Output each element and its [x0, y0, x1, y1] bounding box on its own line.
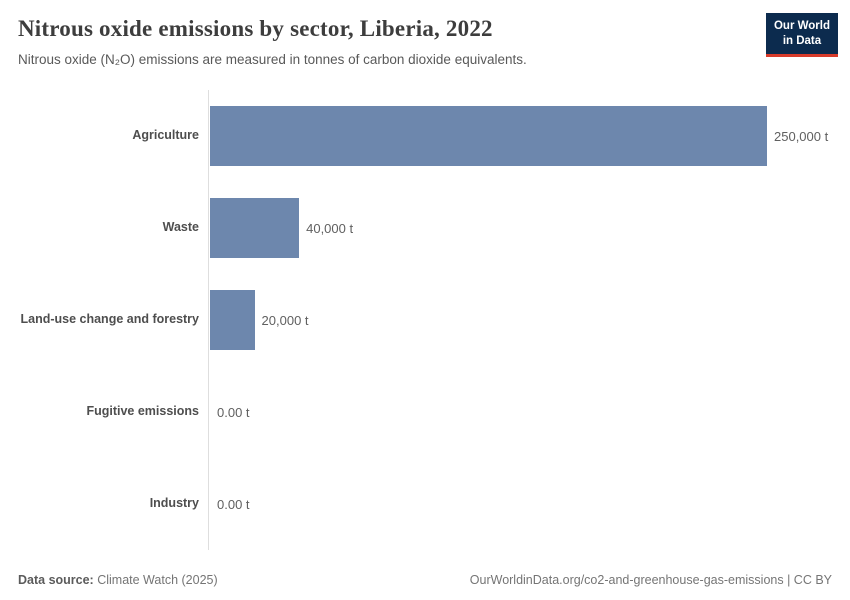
category-label: Land-use change and forestry	[20, 312, 199, 327]
value-label: 250,000 t	[774, 128, 829, 144]
bar-area: 20,000 t	[208, 290, 832, 350]
bar-chart: Agriculture 250,000 t Waste 40,000 t Lan…	[18, 90, 832, 550]
value-label: 40,000 t	[306, 220, 354, 236]
category-label: Agriculture	[132, 128, 199, 143]
data-source: Data source: Climate Watch (2025)	[18, 573, 218, 587]
value-label: 0.00 t	[217, 496, 250, 512]
chart-row: Land-use change and forestry 20,000 t	[18, 274, 832, 366]
bar-area: 250,000 t	[208, 106, 832, 166]
chart-footer: Data source: Climate Watch (2025) OurWor…	[18, 573, 832, 587]
bar-area: 0.00 t	[208, 405, 832, 420]
bar-area: 0.00 t	[208, 497, 832, 512]
owid-logo-line2: in Data	[782, 34, 822, 47]
data-source-label: Data source:	[18, 573, 94, 587]
bar-area: 40,000 t	[208, 198, 832, 258]
chart-header: Nitrous oxide emissions by sector, Liber…	[0, 0, 850, 68]
attribution: OurWorldinData.org/co2-and-greenhouse-ga…	[469, 573, 832, 587]
category-label: Waste	[162, 220, 199, 235]
bar	[210, 290, 255, 350]
chart-row: Agriculture 250,000 t	[18, 90, 832, 182]
category-label: Fugitive emissions	[86, 404, 199, 419]
chart-row: Fugitive emissions 0.00 t	[18, 366, 832, 458]
value-label: 0.00 t	[217, 404, 250, 420]
chart-title: Nitrous oxide emissions by sector, Liber…	[18, 16, 493, 41]
chart-subtitle: Nitrous oxide (N₂O) emissions are measur…	[18, 51, 527, 67]
chart-row: Waste 40,000 t	[18, 182, 832, 274]
value-label: 20,000 t	[261, 312, 309, 328]
bar	[210, 106, 767, 166]
chart-row: Industry 0.00 t	[18, 458, 832, 550]
owid-logo-line1: Our World	[773, 20, 830, 32]
owid-logo: Our World in Data	[765, 13, 838, 57]
y-axis-line	[208, 90, 209, 550]
category-label: Industry	[149, 496, 199, 511]
data-source-value: Climate Watch (2025)	[97, 573, 218, 587]
chart-rows: Agriculture 250,000 t Waste 40,000 t Lan…	[18, 90, 832, 550]
bar	[210, 198, 300, 258]
